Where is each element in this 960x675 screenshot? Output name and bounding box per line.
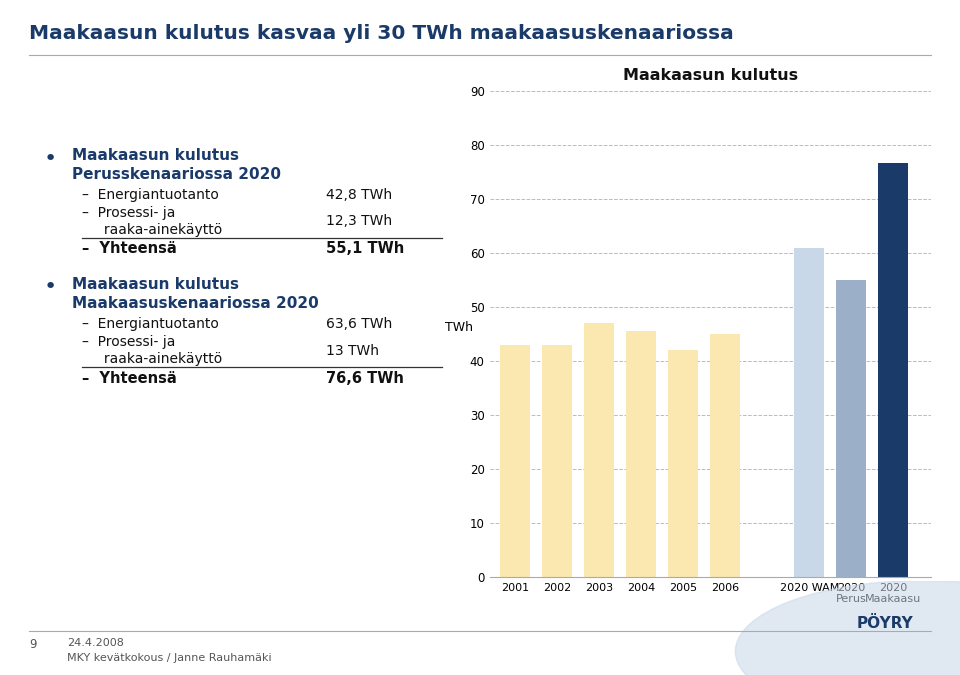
Text: Maakaasun kulutus: Maakaasun kulutus [72, 148, 239, 163]
Text: –  Prosessi- ja: – Prosessi- ja [82, 335, 175, 350]
Text: 24.4.2008: 24.4.2008 [67, 638, 124, 648]
Text: 12,3 TWh: 12,3 TWh [326, 214, 393, 228]
Text: 13 TWh: 13 TWh [326, 344, 379, 358]
Text: •: • [43, 148, 57, 169]
Text: Maakaasun kulutus kasvaa yli 30 TWh maakaasuskenaariossa: Maakaasun kulutus kasvaa yli 30 TWh maak… [29, 24, 733, 43]
Bar [584, 323, 614, 577]
Text: Maakaasuskenaariossa 2020: Maakaasuskenaariossa 2020 [72, 296, 319, 310]
Text: 9: 9 [29, 638, 36, 651]
Text: MKY kevätkokous / Janne Rauhamäki: MKY kevätkokous / Janne Rauhamäki [67, 653, 272, 663]
Text: –  Yhteensä: – Yhteensä [82, 371, 177, 385]
Title: Maakaasun kulutus: Maakaasun kulutus [623, 68, 798, 83]
Text: 55,1 TWh: 55,1 TWh [326, 241, 405, 256]
Text: PÖYRY: PÖYRY [856, 616, 914, 630]
Text: 76,6 TWh: 76,6 TWh [326, 371, 404, 385]
Bar [500, 345, 530, 577]
Bar [836, 280, 867, 577]
Bar [626, 331, 656, 577]
Bar [541, 345, 572, 577]
Text: Perusskenaariossa 2020: Perusskenaariossa 2020 [72, 167, 281, 182]
Text: raaka-ainekäyttö: raaka-ainekäyttö [82, 223, 222, 237]
Bar [794, 248, 825, 577]
Y-axis label: TWh: TWh [444, 321, 472, 334]
Text: raaka-ainekäyttö: raaka-ainekäyttö [82, 352, 222, 367]
Text: 2007  43 TWh: 2007 43 TWh [261, 109, 369, 123]
Text: –  Prosessi- ja: – Prosessi- ja [82, 206, 175, 220]
Text: –  Yhteensä: – Yhteensä [82, 241, 177, 256]
Bar [710, 334, 740, 577]
Text: Maakaasun kulutus: Maakaasun kulutus [72, 277, 239, 292]
Text: Maakaasun kulutus v. 2006  45 TWh: Maakaasun kulutus v. 2006 45 TWh [89, 81, 372, 95]
Text: –  Energiantuotanto: – Energiantuotanto [82, 188, 219, 202]
Text: –  Energiantuotanto: – Energiantuotanto [82, 317, 219, 331]
Text: 63,6 TWh: 63,6 TWh [326, 317, 393, 331]
Circle shape [735, 580, 960, 675]
Bar [878, 163, 908, 577]
Bar [668, 350, 698, 577]
Text: •: • [43, 277, 57, 297]
Text: 42,8 TWh: 42,8 TWh [326, 188, 393, 202]
